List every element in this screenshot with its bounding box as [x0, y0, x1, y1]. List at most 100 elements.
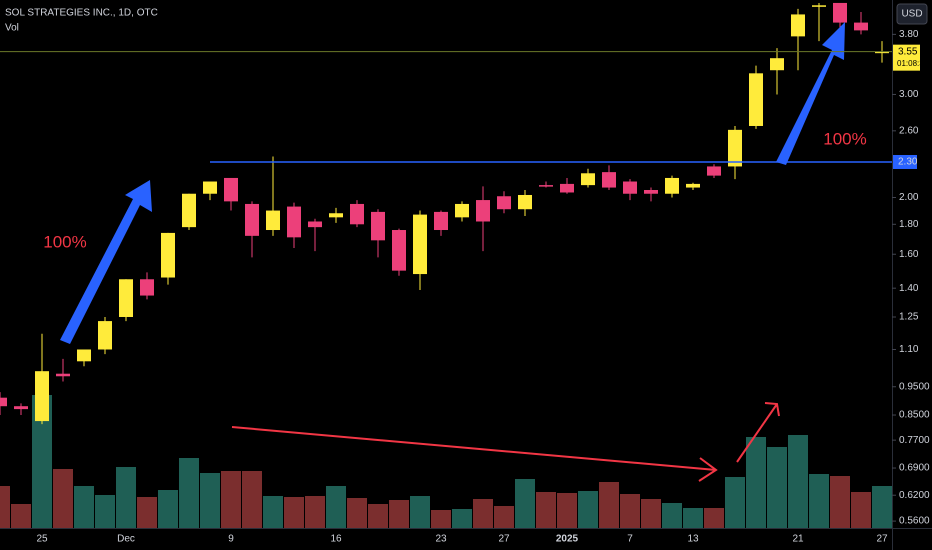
- candle-body: [707, 166, 721, 176]
- level-tag: [893, 154, 917, 169]
- candle-body: [0, 397, 7, 407]
- y-tick-label: 2.60: [899, 125, 919, 136]
- volume-bar: [284, 497, 304, 528]
- volume-bar: [74, 486, 94, 528]
- y-tick-label: 3.00: [899, 89, 919, 100]
- candle-body: [371, 211, 385, 241]
- x-tick-label: 16: [330, 534, 342, 545]
- marks: [0, 2, 892, 528]
- y-tick-label: 0.6900: [899, 463, 930, 474]
- volume-bar: [305, 496, 325, 528]
- x-tick-label: 25: [36, 534, 48, 545]
- y-tick-label: 0.6200: [899, 490, 930, 501]
- volume-bar: [809, 474, 829, 528]
- trend-line: [736, 403, 778, 463]
- candle-body: [224, 177, 238, 202]
- currency[interactable]: USD: [901, 9, 922, 20]
- candle-body: [539, 185, 553, 187]
- candle-body: [623, 181, 637, 194]
- volume-bar: [620, 494, 640, 528]
- y-tick-label: 3.80: [899, 29, 919, 40]
- volume-bar: [788, 435, 808, 528]
- candle-body: [602, 172, 616, 188]
- last-price-tag: [893, 44, 920, 71]
- candle-body: [350, 203, 364, 225]
- x-tick-label: 27: [876, 534, 888, 545]
- volume-bar: [32, 395, 52, 528]
- volume-bar: [242, 471, 262, 528]
- volume-bar: [326, 486, 346, 528]
- candle-body: [749, 73, 763, 126]
- x-tick-label: 27: [498, 534, 510, 545]
- volume-bar: [557, 493, 577, 528]
- candle-body: [161, 232, 175, 278]
- volume-bar: [641, 499, 661, 528]
- candle-body: [875, 51, 889, 54]
- y-tick-label: 1.10: [899, 344, 919, 355]
- x-tick-label: 21: [792, 534, 804, 545]
- candle-body: [287, 206, 301, 238]
- candle-body: [266, 210, 280, 231]
- candle-body: [854, 22, 868, 31]
- y-tick-label: 0.7700: [899, 435, 930, 446]
- volume-bar: [704, 508, 724, 528]
- annotation: 100%: [43, 232, 86, 251]
- candle-body: [392, 230, 406, 271]
- volume-bar: [389, 500, 409, 528]
- volume-bar: [746, 437, 766, 528]
- candle-body: [560, 183, 574, 193]
- arrow-head: [764, 402, 780, 417]
- y-tick-label: 2.00: [899, 192, 919, 203]
- volume-bar: [431, 510, 451, 528]
- y-tick-label: 1.25: [899, 312, 919, 323]
- volume-bar: [515, 479, 535, 528]
- volume-bar: [95, 495, 115, 528]
- candle-body: [308, 221, 322, 228]
- volume-bar: [137, 497, 157, 528]
- candle-body: [329, 213, 343, 218]
- candle-body: [14, 406, 28, 410]
- volume-bar: [599, 482, 619, 528]
- candle-body: [686, 183, 700, 188]
- candle-body: [35, 371, 49, 422]
- volume-bar: [368, 504, 388, 528]
- volume-bar: [536, 492, 556, 528]
- countdown: 01:08:39: [897, 59, 929, 68]
- candle-body: [434, 211, 448, 231]
- x-tick-label: 23: [435, 534, 447, 545]
- candle-body: [119, 279, 133, 317]
- x-tick-label: 13: [687, 534, 699, 545]
- candle-body: [833, 2, 847, 23]
- volume-bar: [851, 492, 871, 528]
- volume-bar: [158, 490, 178, 528]
- volume-bar: [452, 509, 472, 528]
- candle-body: [476, 200, 490, 222]
- candle-body: [413, 214, 427, 275]
- volume-bar: [473, 499, 493, 528]
- candle-body: [245, 203, 259, 236]
- currency-box[interactable]: [896, 3, 928, 25]
- volume-bar: [53, 469, 73, 528]
- y-tick-label: 1.80: [899, 219, 919, 230]
- last-price-label: 3.55: [898, 46, 918, 57]
- candle-body: [770, 58, 784, 71]
- volume-bar: [0, 486, 10, 528]
- candle-body: [455, 203, 469, 218]
- volume-bar: [179, 458, 199, 528]
- volume-bar: [11, 504, 31, 528]
- volume-bar: [683, 508, 703, 528]
- volume-bar: [767, 447, 787, 528]
- volume-bar: [263, 496, 283, 528]
- arrow: [60, 180, 152, 344]
- candle-body: [518, 194, 532, 210]
- x-tick-label: 2025: [556, 534, 579, 545]
- candle-body: [791, 14, 805, 37]
- candle-body: [644, 190, 658, 194]
- candle-body: [665, 177, 679, 194]
- y-tick-label: 0.9500: [899, 381, 930, 392]
- level-tag-label: 2.30: [898, 157, 918, 168]
- x-tick-label: 9: [228, 534, 234, 545]
- candle-body: [581, 173, 595, 186]
